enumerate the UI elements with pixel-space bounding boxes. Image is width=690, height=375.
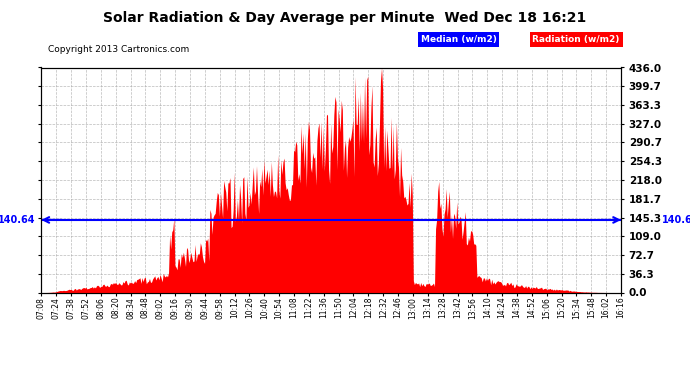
Text: 140.64: 140.64 <box>0 215 36 225</box>
Text: Radiation (w/m2): Radiation (w/m2) <box>533 35 620 44</box>
Text: Median (w/m2): Median (w/m2) <box>421 35 497 44</box>
Text: 140.64: 140.64 <box>662 215 690 225</box>
Text: Solar Radiation & Day Average per Minute  Wed Dec 18 16:21: Solar Radiation & Day Average per Minute… <box>104 11 586 25</box>
Text: Copyright 2013 Cartronics.com: Copyright 2013 Cartronics.com <box>48 45 190 54</box>
